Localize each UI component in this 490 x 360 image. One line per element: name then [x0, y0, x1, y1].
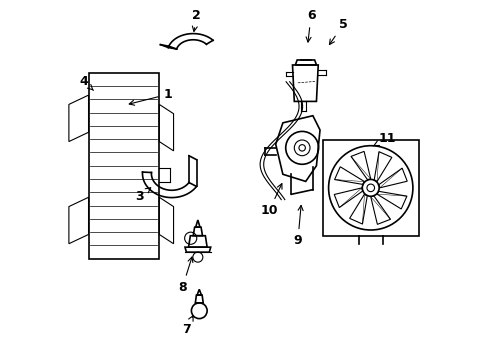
Text: 10: 10 [261, 184, 282, 217]
Text: 3: 3 [135, 188, 151, 203]
Bar [323, 140, 419, 236]
Bar [89, 73, 159, 258]
Text: 6: 6 [306, 9, 316, 42]
Text: 2: 2 [193, 9, 201, 31]
Text: 11: 11 [373, 132, 396, 146]
Text: 5: 5 [329, 18, 347, 45]
Text: 4: 4 [80, 75, 94, 90]
Text: 7: 7 [182, 316, 193, 336]
Text: 8: 8 [178, 257, 193, 294]
Text: 9: 9 [294, 206, 303, 247]
Text: 1: 1 [129, 88, 172, 105]
